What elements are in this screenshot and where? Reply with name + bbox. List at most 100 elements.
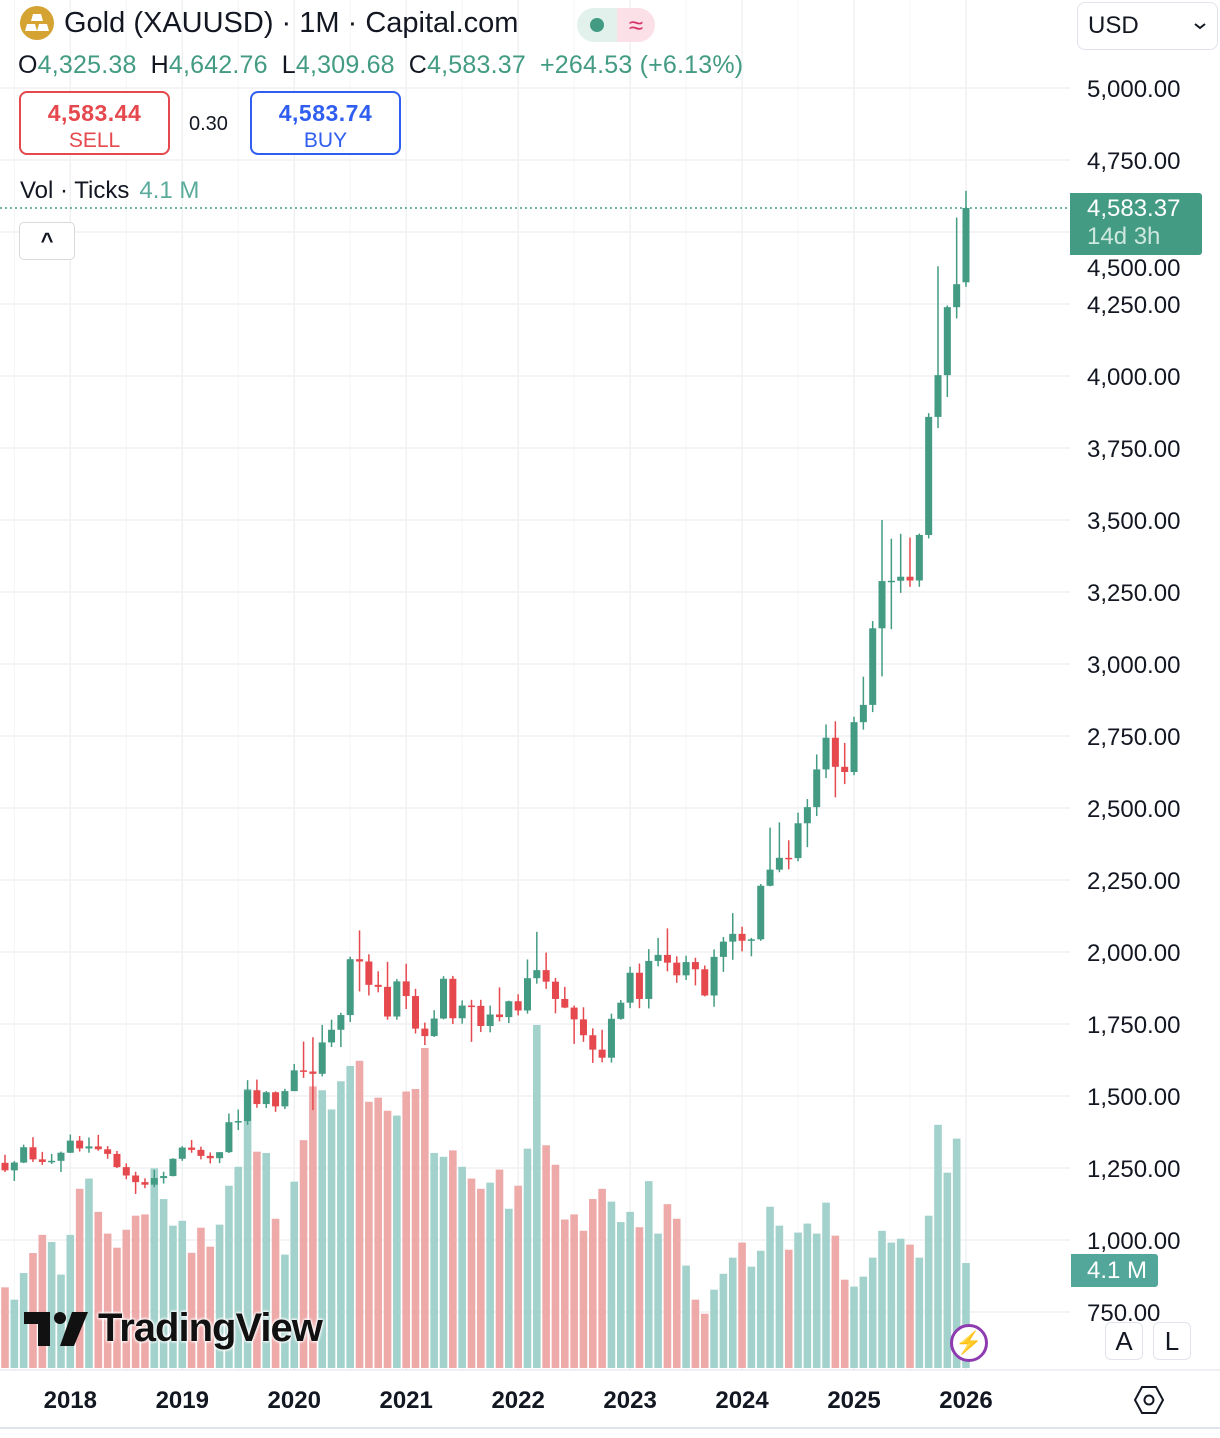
- candle-body: [915, 534, 923, 581]
- approx-icon[interactable]: ≈: [617, 8, 655, 42]
- candle-body: [160, 1176, 168, 1179]
- candle: [1, 1154, 9, 1173]
- volume-bar: [803, 1223, 812, 1368]
- time-axis[interactable]: 2018 2019 2020 2021 2022 2023 2024 2025 2026: [44, 1387, 993, 1414]
- candle: [141, 1178, 149, 1189]
- candle: [421, 1022, 429, 1046]
- volume-legend-label: Vol · Ticks: [20, 177, 130, 204]
- volume-bar: [131, 1215, 140, 1368]
- candle: [160, 1171, 168, 1184]
- symbol-header[interactable]: Gold (XAUUSD) · 1M · Capital.com: [20, 6, 518, 40]
- ohlc-legend: O4,325.38 H4,642.76 L4,309.68 C4,583.37 +264…: [18, 51, 757, 80]
- settings-hexagon-icon[interactable]: [1133, 1384, 1165, 1416]
- volume-bar: [430, 1152, 438, 1368]
- candle-body: [803, 807, 811, 824]
- candle: [244, 1080, 252, 1125]
- collapse-legend-button[interactable]: ^: [19, 222, 75, 260]
- volume-bar: [588, 1199, 597, 1368]
- candle: [533, 931, 541, 984]
- market-status-pill[interactable]: ≈: [577, 8, 655, 42]
- auto-scale-button[interactable]: A: [1105, 1322, 1143, 1360]
- volume-bar: [38, 1234, 47, 1368]
- volume-bar: [794, 1232, 802, 1368]
- lightning-icon[interactable]: ⚡: [950, 1324, 988, 1362]
- candle: [897, 533, 905, 593]
- volume-bar: [850, 1286, 858, 1368]
- volume-bar: [682, 1265, 690, 1368]
- tradingview-logo-icon: [24, 1311, 88, 1346]
- currency-select[interactable]: USD: [1077, 2, 1218, 50]
- market-open-dot-icon[interactable]: [577, 8, 617, 42]
- volume-bar: [318, 1090, 327, 1368]
- candle: [691, 957, 699, 986]
- candle: [253, 1079, 261, 1108]
- candle: [10, 1161, 18, 1181]
- candle-body: [635, 972, 643, 999]
- high-value: 4,642.76: [168, 51, 268, 79]
- sell-button[interactable]: 4,583.44 SELL: [19, 91, 170, 155]
- volume-bar: [477, 1188, 485, 1368]
- open-value: 4,325.38: [37, 51, 137, 79]
- buy-label: BUY: [303, 129, 348, 152]
- candle: [729, 913, 737, 960]
- candle: [300, 1041, 308, 1078]
- volume-bar: [784, 1249, 793, 1368]
- candle-body: [477, 1005, 485, 1027]
- candle: [645, 949, 653, 1009]
- candle-body: [617, 1002, 625, 1019]
- candle: [785, 840, 793, 870]
- volume-bar: [309, 1086, 317, 1368]
- buy-button[interactable]: 4,583.74 BUY: [250, 91, 401, 155]
- candle: [328, 1019, 336, 1048]
- candle-body: [113, 1153, 121, 1168]
- volume-bar: [253, 1151, 261, 1368]
- candle-body: [1, 1162, 9, 1171]
- candle-body: [216, 1152, 224, 1159]
- currency-value: USD: [1088, 12, 1139, 39]
- candle: [617, 1000, 625, 1020]
- volume-bar: [672, 1218, 681, 1368]
- candle: [915, 533, 923, 587]
- candle: [803, 799, 811, 848]
- volume-bar: [402, 1091, 410, 1368]
- year-tick-label: 2019: [156, 1387, 209, 1414]
- change-value: +264.53 (+6.13%): [539, 51, 744, 79]
- volume-bar: [533, 1024, 541, 1368]
- candle-body: [48, 1160, 56, 1163]
- year-tick-label: 2026: [939, 1387, 992, 1414]
- candle: [766, 827, 774, 887]
- price-axis[interactable]: 5,000.00 4,750.00 4,500.00 4,250.00 4,000.00…: [1087, 76, 1180, 1327]
- price-tick-label: 2,250.00: [1087, 868, 1180, 895]
- candle-body: [281, 1091, 289, 1107]
- candle: [66, 1134, 74, 1154]
- candle-body: [178, 1147, 186, 1159]
- price-tick-label: 3,000.00: [1087, 652, 1180, 679]
- volume-bar: [738, 1242, 746, 1368]
- candle-body: [337, 1015, 345, 1030]
- candle: [738, 926, 746, 952]
- volume-legend[interactable]: Vol · Ticks 4.1 M: [20, 177, 199, 205]
- log-scale-button[interactable]: L: [1153, 1322, 1191, 1360]
- candle-body: [589, 1035, 597, 1050]
- volume-bar: [346, 1065, 355, 1368]
- candle-body: [346, 959, 354, 1016]
- candle: [374, 971, 382, 993]
- candle: [206, 1152, 214, 1164]
- volume-bar: [663, 1204, 672, 1368]
- candle: [663, 928, 671, 972]
- volume-bar: [374, 1097, 382, 1368]
- symbol-title[interactable]: Gold (XAUUSD) · 1M · Capital.com: [64, 6, 519, 39]
- candle: [309, 1037, 317, 1111]
- candle-body: [20, 1147, 28, 1163]
- candle-body: [878, 581, 886, 629]
- volume-bar: [29, 1253, 37, 1368]
- volume-bar: [103, 1233, 112, 1368]
- volume-bar: [271, 1218, 280, 1368]
- candle-body: [934, 375, 942, 417]
- candle-body: [402, 981, 410, 997]
- candle-body: [384, 986, 392, 1017]
- candle-body: [272, 1092, 280, 1107]
- tradingview-logo[interactable]: TradingView: [24, 1306, 323, 1351]
- candle: [178, 1146, 186, 1161]
